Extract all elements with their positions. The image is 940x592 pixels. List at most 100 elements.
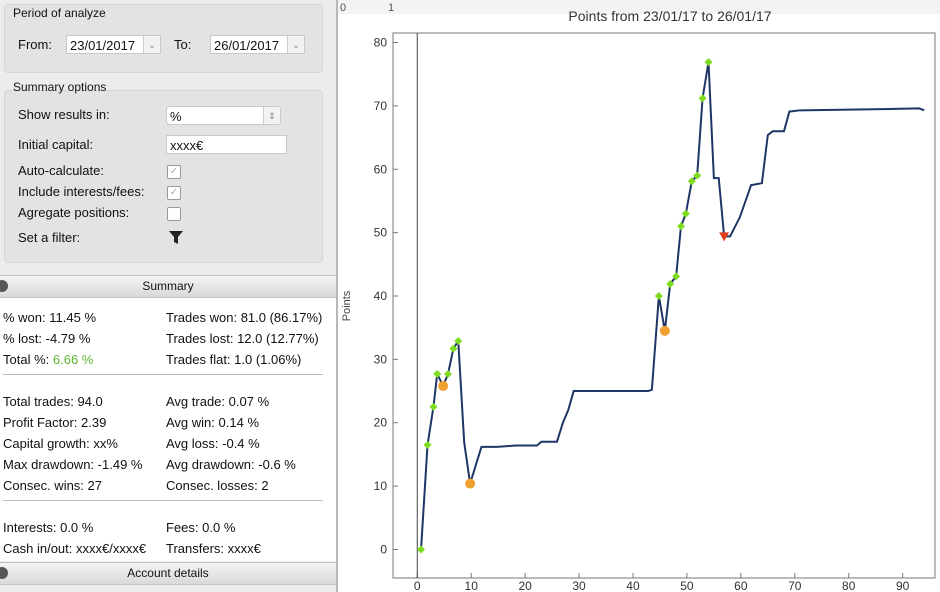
x-tick-label: 50 [680,579,694,592]
x-tick-label: 60 [734,579,748,592]
marker [676,222,685,231]
icon [0,280,8,292]
legend: Period of analyze [13,6,106,20]
stat: Fees: 0.0 % [166,520,235,535]
section-header[interactable]: Summary [0,275,336,298]
marker [465,478,476,489]
stat-value: xx% [93,436,118,451]
stat-label: Total trades: [3,394,74,409]
y-tick-label: 60 [374,162,388,176]
stat-value: 6.66 % [52,352,94,367]
icon [0,567,8,579]
y-axis-label: Points [341,290,353,321]
stats: % won: 11.45 % Trades won: 81.0 (86.17%)%… [0,298,336,561]
marker [454,336,463,345]
text-field[interactable]: xxxx€ [166,135,287,154]
stat: Total trades: 94.0 [3,394,103,409]
stat-value: -1.49 % [97,457,143,472]
stat-label: Trades lost: [166,331,234,346]
field-value: xxxx€ [170,138,204,153]
stat-value: 94.0 [77,394,103,409]
stat-value: 12.0 (12.77%) [237,331,319,346]
marker [704,58,713,67]
dropdown[interactable]: ⌄ [287,36,304,53]
y-tick-label: 20 [374,416,388,430]
marker [438,380,449,391]
stat-value: 1.0 (1.06%) [234,352,302,367]
marker [417,545,426,554]
stat-label: Interests: [3,520,57,535]
chart-bg [338,0,940,592]
stat-value: 0.0 % [60,520,94,535]
section-header[interactable]: Account details [0,562,336,585]
checkbox[interactable] [167,207,181,221]
stat: Consec. losses: 2 [166,478,269,493]
label: Initial capital: [18,137,94,152]
legend: Summary options [13,80,107,94]
stat-label: Cash in/out: [3,541,73,556]
splitter[interactable] [336,0,338,592]
stat: Cash in/out: xxxx€/xxxx€ [3,541,146,556]
marker [429,402,438,411]
select[interactable]: % ⇕ [166,106,281,125]
label: To: [174,37,192,52]
stat: Transfers: xxxx€ [166,541,261,556]
date-field[interactable]: 26/01/2017 ⌄ [210,35,305,54]
dropdown[interactable]: ⌄ [143,36,160,53]
stat: Max drawdown: -1.49 % [3,457,142,472]
stat-label: Trades flat: [166,352,231,367]
label: Set a filter: [18,230,81,245]
stat: Consec. wins: 27 [3,478,102,493]
marker [666,279,675,288]
stat-label: Avg win: [166,415,215,430]
marker [698,94,707,103]
marker [449,344,458,353]
date: 26/01/2017 [214,38,280,53]
stat-label: Capital growth: [3,436,90,451]
x-tick-label: 20 [518,579,532,592]
x-tick-label: 10 [465,579,479,592]
stat-value: 2.39 [81,415,107,430]
checkbox[interactable]: ✓ [167,165,181,179]
label: Show results in: [18,107,110,122]
x-tick-label: 40 [626,579,640,592]
ruler-label: 0 [340,2,346,14]
stat-value: 11.45 % [49,310,97,325]
marker [433,369,442,378]
stat: Total %: 6.66 % [3,352,93,367]
filter-icon[interactable] [168,229,184,245]
date-field[interactable]: 23/01/2017 ⌄ [66,35,161,54]
stat-label: Profit Factor: [3,415,78,430]
stat: Interests: 0.0 % [3,520,93,535]
stat: Trades won: 81.0 (86.17%) [166,310,322,325]
stat-label: Avg loss: [166,436,219,451]
stat-label: Consec. losses: [166,478,258,493]
stat: % lost: -4.79 % [3,331,90,346]
marker [687,177,696,186]
stat-label: Max drawdown: [3,457,95,472]
stat-value: xxxx€/xxxx€ [76,541,147,556]
label: Agregate positions: [18,205,130,220]
x-tick-label: 30 [572,579,586,592]
separator [3,500,323,501]
stat-label: Avg drawdown: [166,457,255,472]
y-tick-label: 50 [374,226,388,240]
checkbox[interactable]: ✓ [167,186,181,200]
stat-label: Fees: [166,520,199,535]
marker [681,209,690,218]
stat-value: -0.4 % [222,436,260,451]
y-tick-label: 10 [374,479,388,493]
stat-value: 2 [261,478,269,493]
chart-title: Points from 23/01/17 to 26/01/17 [568,8,771,24]
y-tick-label: 40 [374,289,388,303]
marker [693,171,702,180]
stat: Avg trade: 0.07 % [166,394,269,409]
stat: Trades flat: 1.0 (1.06%) [166,352,301,367]
marker [659,325,670,336]
x-tick-label: 80 [842,579,856,592]
stepper[interactable]: ⇕ [263,107,280,124]
y-tick-label: 0 [380,542,387,556]
stat: Avg drawdown: -0.6 % [166,457,296,472]
